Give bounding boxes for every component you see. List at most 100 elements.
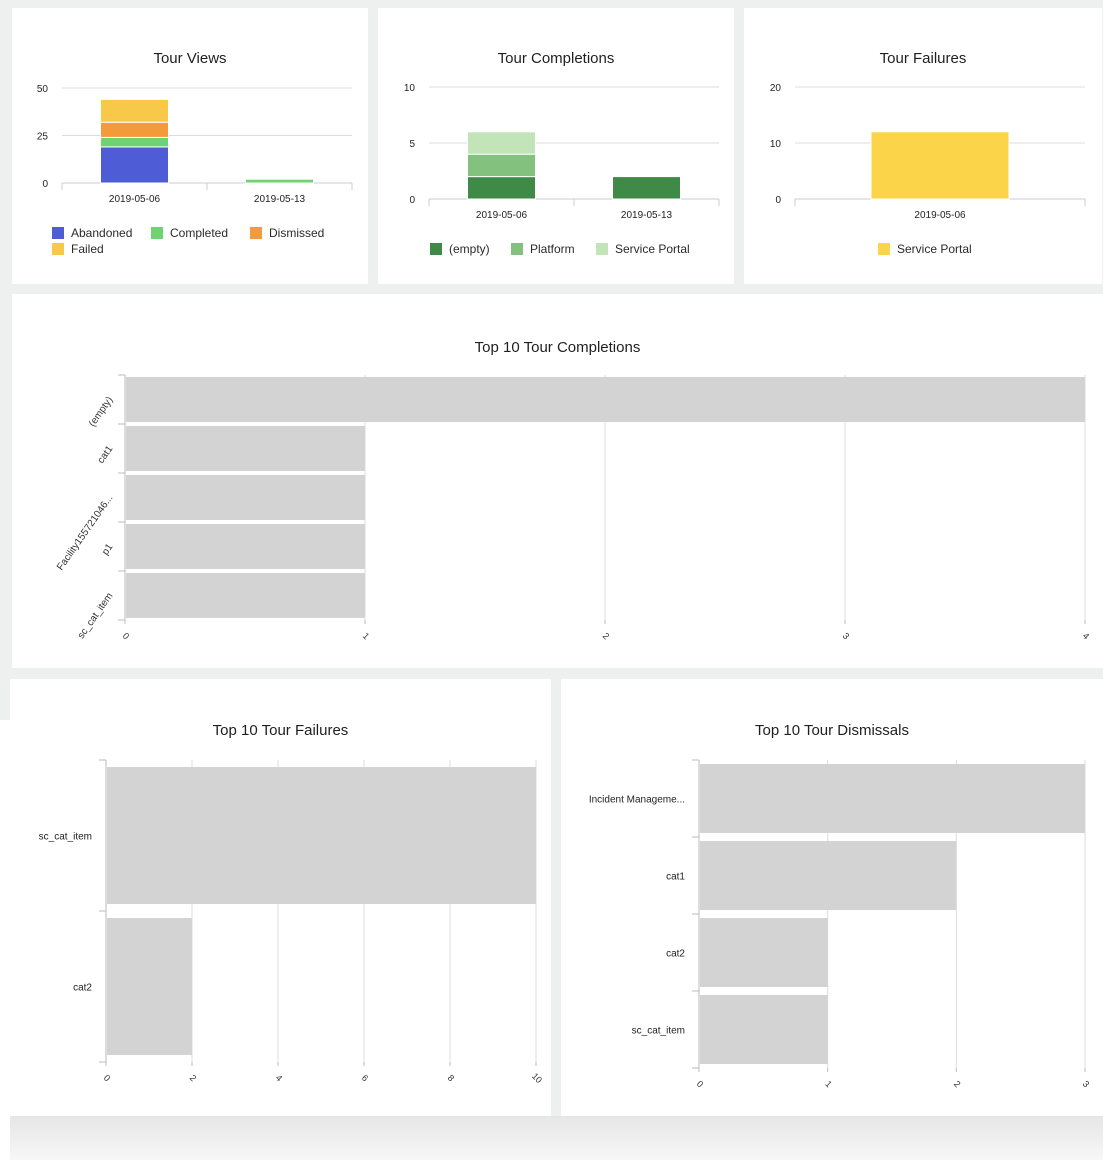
tour-failures-chart: 0 10 20 2019-05-06 <box>770 83 1086 221</box>
x-tick-label: 0 <box>695 1079 706 1090</box>
chart-title: Top 10 Tour Completions <box>474 339 641 356</box>
legend-swatch <box>511 243 523 255</box>
legend-label: Completed <box>170 226 229 240</box>
x-tick-label: 2 <box>601 631 612 642</box>
legend-label: Abandoned <box>71 226 133 240</box>
y-tick-label: p1 <box>100 542 116 558</box>
tour-failures-panel: Tour Failures 0 10 20 2019-05-06 Service Po… <box>744 8 1102 284</box>
y-tick-label: 0 <box>409 195 415 206</box>
legend-label: Service Portal <box>615 242 690 256</box>
x-tick-label: 2019-05-06 <box>476 210 528 221</box>
y-tick-label: sc_cat_item <box>632 1026 685 1037</box>
x-tick-label: 1 <box>361 631 372 642</box>
x-tick-label: 2019-05-06 <box>109 194 161 205</box>
top10-dismissals-chart: 0 1 2 3 Incident Manageme... cat1 cat2 sc_cat_i… <box>589 759 1092 1090</box>
y-tick-label: 10 <box>770 139 782 150</box>
footer-bar <box>10 1116 1103 1160</box>
y-tick-label: 0 <box>775 195 781 206</box>
y-tick-label: 10 <box>404 83 416 94</box>
legend-swatch <box>52 227 64 239</box>
x-tick-label: 10 <box>530 1071 544 1085</box>
legend: Abandoned Completed Dismissed Failed <box>52 227 362 263</box>
x-tick-label: 2019-05-13 <box>254 194 306 205</box>
y-tick-label: sc_cat_item <box>39 832 92 843</box>
x-tick-label: 3 <box>1081 1079 1092 1090</box>
bar-segment <box>467 131 536 155</box>
legend-item-platform[interactable]: Platform <box>511 243 575 257</box>
tour-completions-chart: 0 5 10 2019-05-06 2019-05-13 <box>404 83 720 221</box>
legend-item-abandoned[interactable]: Abandoned <box>52 227 132 241</box>
bar-segment <box>467 176 536 200</box>
bar <box>126 573 365 618</box>
y-tick-label: cat2 <box>666 949 685 960</box>
bar <box>126 524 365 569</box>
legend-item-failed[interactable]: Failed <box>52 243 104 257</box>
y-tick-label: 5 <box>409 139 415 150</box>
bar <box>126 377 1085 422</box>
bar <box>126 426 365 471</box>
y-tick-label: sc_cat_item <box>76 591 116 641</box>
chart-title: Tour Failures <box>879 50 967 67</box>
legend-item-service-portal[interactable]: Service Portal <box>596 243 690 257</box>
x-tick-label: 4 <box>1081 631 1092 642</box>
chart-title: Top 10 Tour Dismissals <box>755 722 909 739</box>
y-tick-label: 20 <box>770 83 782 94</box>
bar-segment <box>100 121 169 138</box>
chart-title: Top 10 Tour Failures <box>212 722 349 739</box>
x-tick-label: 1 <box>823 1079 834 1090</box>
legend-swatch <box>878 243 890 255</box>
page-edge-strip <box>0 720 10 1160</box>
chart-title: Tour Completions <box>497 50 615 67</box>
top10-completions-panel: Top 10 Tour Completions 0 1 2 3 4 (empty) cat1… <box>12 294 1103 668</box>
top10-failures-panel: Top 10 Tour Failures 0 2 4 6 8 10 sc_cat_item c… <box>10 679 551 1116</box>
legend-item-service-portal[interactable]: Service Portal <box>878 243 972 257</box>
bar-segment <box>245 178 314 184</box>
x-tick-label: 2 <box>952 1079 963 1090</box>
y-tick-label: (empty) <box>87 395 115 429</box>
x-tick-label: 6 <box>360 1073 371 1084</box>
y-tick-label: 50 <box>37 84 49 95</box>
tour-views-chart: 0 25 50 2019-05-06 2019-05-13 <box>37 84 353 205</box>
legend-item-completed[interactable]: Completed <box>151 227 228 241</box>
y-tick-label: 25 <box>37 132 49 143</box>
y-tick-label: cat1 <box>666 872 685 883</box>
x-tick-label: 2019-05-06 <box>914 210 966 221</box>
bar-segment <box>100 136 169 148</box>
legend-swatch <box>430 243 442 255</box>
top10-failures-chart: 0 2 4 6 8 10 sc_cat_item cat2 <box>39 759 544 1085</box>
tour-views-panel: Tour Views 0 25 50 2019-05-06 2019-05-13 Aba… <box>12 8 368 284</box>
top10-dismissals-panel: Top 10 Tour Dismissals 0 1 2 3 Incident Mana… <box>561 679 1103 1116</box>
legend-label: (empty) <box>449 242 490 256</box>
x-tick-label: 0 <box>102 1073 113 1084</box>
legend-item-empty[interactable]: (empty) <box>430 243 490 257</box>
y-tick-label: Facility155721046... <box>55 493 115 573</box>
bar <box>107 918 192 1055</box>
bar-segment <box>612 176 681 200</box>
legend: (empty) Platform Service Portal <box>430 243 730 259</box>
x-tick-label: 8 <box>446 1073 457 1084</box>
legend-label: Dismissed <box>269 226 325 240</box>
x-tick-label: 3 <box>841 631 852 642</box>
y-tick-label: Incident Manageme... <box>589 795 685 806</box>
legend-label: Service Portal <box>897 242 972 256</box>
x-tick-label: 2 <box>188 1073 199 1084</box>
legend-swatch <box>596 243 608 255</box>
legend-item-dismissed[interactable]: Dismissed <box>250 227 324 241</box>
tour-completions-panel: Tour Completions 0 5 10 2019-05-06 2019-05-1… <box>378 8 734 284</box>
chart-title: Tour Views <box>153 50 227 67</box>
bar-segment <box>870 131 1010 200</box>
bar <box>700 995 828 1064</box>
y-tick-label: cat2 <box>73 983 92 994</box>
y-tick-label: cat1 <box>96 444 116 466</box>
legend-swatch <box>52 243 64 255</box>
bar <box>107 767 536 904</box>
bar <box>700 841 957 910</box>
bar <box>700 918 828 987</box>
x-tick-label: 0 <box>121 631 132 642</box>
legend-label: Platform <box>530 242 575 256</box>
bar <box>700 764 1085 833</box>
bar <box>126 475 365 520</box>
y-tick-label: 0 <box>42 179 48 190</box>
legend-label: Failed <box>71 242 104 256</box>
bar-segment <box>100 146 169 184</box>
